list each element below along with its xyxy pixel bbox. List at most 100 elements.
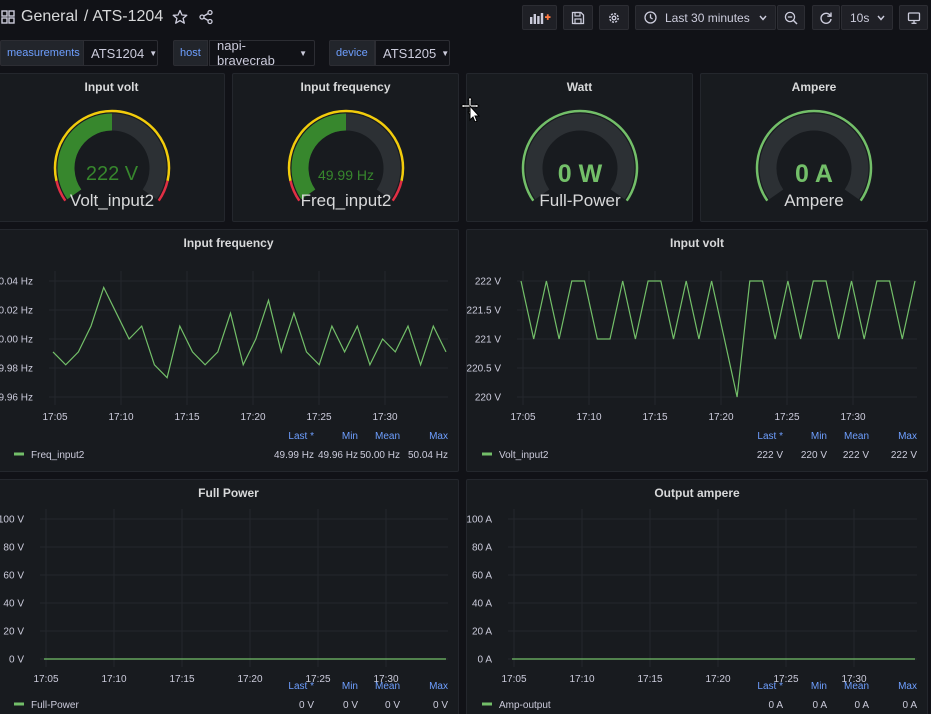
variable-select-device[interactable]: ATS1205 ▼	[375, 40, 450, 66]
y-tick-label: 20 V	[3, 627, 24, 638]
timeseries-panel-full-power[interactable]: Full Power 100 V 80 V 60 V 40 V 20 V 0 V 17:05…	[0, 479, 459, 714]
legend-stat-value: 0 V	[385, 700, 400, 711]
variable-label-host: host	[173, 40, 208, 66]
timeseries-chart: 50.04 Hz 50.02 Hz 50.00 Hz 49.98 Hz 49.96 Hz…	[0, 271, 448, 461]
gauge-panel-input-frequency[interactable]: Input frequency 49.99 Hz Freq_input2	[232, 73, 459, 222]
y-tick-label: 20 A	[472, 627, 492, 638]
x-tick-label: 17:15	[169, 674, 194, 685]
gauge-chart: 0 A Ampere	[755, 109, 873, 210]
legend-header: Last *	[288, 431, 314, 442]
x-tick-label: 17:05	[510, 412, 535, 423]
x-tick-label: 17:15	[642, 412, 667, 423]
move-cursor-icon	[460, 96, 480, 122]
variable-label-measurements: measurements	[0, 40, 87, 66]
gauge-value-text: 0 W	[558, 160, 603, 188]
tv-mode-button[interactable]	[899, 5, 928, 30]
y-tick-label: 100 V	[0, 515, 24, 526]
chevron-down-icon: ▼	[299, 48, 307, 58]
gauge-series-name: Volt_input2	[70, 191, 154, 210]
x-tick-label: 17:10	[101, 674, 126, 685]
legend-header: Mean	[375, 681, 400, 692]
gauge-panel-ampere[interactable]: Ampere 0 A Ampere	[700, 73, 928, 222]
time-picker-button[interactable]: Last 30 minutes	[635, 5, 776, 30]
chevron-down-icon	[877, 15, 885, 21]
variable-value-measurements: ATS1204	[91, 45, 145, 61]
y-tick-label: 0 A	[478, 655, 493, 666]
timeseries-panel-output-ampere[interactable]: Output ampere 100 A 80 A 60 A 40 A 20 A 0 A 17…	[466, 479, 928, 714]
legend-stat-value: 222 V	[843, 450, 869, 461]
dashboard-settings-button[interactable]	[599, 5, 629, 30]
gauge-value-text: 222 V	[86, 163, 139, 185]
legend-stat-value: 50.00 Hz	[360, 450, 400, 461]
timeseries-panel-input-volt[interactable]: Input volt 222 V 221.5 V 221 V 220.5 V 220 V…	[466, 229, 928, 472]
legend-stat-value: 0 A	[769, 700, 784, 711]
gauge-panel-watt[interactable]: Watt 0 W Full-Power	[466, 73, 693, 222]
x-tick-label: 17:20	[237, 674, 262, 685]
apps-grid-icon[interactable]	[1, 10, 15, 24]
x-tick-label: 17:25	[305, 674, 330, 685]
gauge-value-arc	[291, 113, 347, 200]
gauge-track	[759, 113, 869, 200]
gauge-threshold-green	[521, 109, 639, 202]
refresh-interval-label: 10s	[850, 10, 870, 25]
x-tick-label: 17:05	[501, 674, 526, 685]
legend-stat-value: 0 A	[855, 700, 870, 711]
gauge-threshold-red	[55, 180, 67, 202]
variable-select-measurements[interactable]: ATS1204 ▼	[83, 40, 158, 66]
gauge-panel-input-volt[interactable]: Input volt 222 V Volt_input2	[0, 73, 225, 222]
gauge-threshold-red	[289, 180, 301, 202]
refresh-icon	[820, 12, 832, 24]
x-tick-label: 17:30	[373, 674, 398, 685]
zoom-out-icon	[784, 11, 798, 25]
y-tick-label: 220 V	[475, 393, 501, 404]
gauge-threshold-yellow	[287, 109, 405, 182]
x-tick-label: 17:30	[372, 412, 397, 423]
y-tick-label: 100 A	[467, 515, 492, 526]
variable-select-host[interactable]: napi-bravecrab ▼	[209, 38, 315, 68]
y-tick-label: 222 V	[475, 277, 501, 288]
legend-header: Mean	[844, 431, 869, 442]
zoom-out-button[interactable]	[777, 5, 805, 30]
y-tick-label: 49.96 Hz	[0, 393, 33, 404]
legend-header: Min	[342, 681, 358, 692]
time-range-label: Last 30 minutes	[665, 10, 750, 25]
refresh-interval-picker[interactable]: 10s	[841, 5, 893, 30]
timeseries-panel-input-frequency[interactable]: Input frequency 50.04 Hz 50.02 Hz 50.00 Hz…	[0, 229, 459, 472]
y-tick-label: 40 A	[472, 599, 492, 610]
legend-header: Min	[811, 681, 827, 692]
dashboard-title[interactable]: ATS-1204	[92, 8, 164, 25]
legend-stat-value: 0 V	[299, 700, 314, 711]
x-tick-label: 17:10	[569, 674, 594, 685]
y-tick-label: 49.98 Hz	[0, 364, 33, 375]
refresh-button[interactable]	[812, 5, 840, 30]
series-line	[52, 285, 447, 379]
breadcrumb-separator: /	[83, 8, 89, 25]
chevron-down-icon: ▼	[149, 48, 158, 58]
legend-stat-value: 220 V	[801, 450, 827, 461]
breadcrumb-folder[interactable]: General	[21, 8, 78, 25]
panel-title: Ampere	[791, 80, 837, 94]
star-icon[interactable]	[172, 9, 188, 25]
add-panel-icon	[529, 12, 550, 24]
x-tick-label: 17:20	[708, 412, 733, 423]
chevron-down-icon	[759, 15, 767, 21]
timeseries-chart: 100 A 80 A 60 A 40 A 20 A 0 A 17:05 17:10 17:15 1…	[466, 509, 917, 711]
legend-stat-value: 49.96 Hz	[318, 450, 358, 461]
y-tick-label: 50.00 Hz	[0, 335, 33, 346]
y-tick-label: 80 V	[3, 543, 24, 554]
gauge-chart: 222 V Volt_input2	[53, 109, 171, 210]
timeseries-chart: 100 V 80 V 60 V 40 V 20 V 0 V 17:05 17:10 17:15 1…	[0, 509, 448, 711]
x-tick-label: 17:10	[108, 412, 133, 423]
save-dashboard-button[interactable]	[563, 5, 593, 30]
add-panel-button[interactable]	[522, 5, 557, 30]
panel-title: Input frequency	[300, 80, 391, 94]
gauge-threshold-green	[755, 109, 873, 202]
share-icon[interactable]	[198, 9, 214, 25]
legend-series-name: Volt_input2	[499, 450, 549, 461]
legend-header: Mean	[844, 681, 869, 692]
panel-title: Input volt	[84, 80, 139, 94]
x-tick-label: 17:20	[705, 674, 730, 685]
legend-series-name: Full-Power	[31, 700, 79, 711]
top-bar: General / ATS-1204	[0, 0, 931, 34]
save-icon	[571, 11, 585, 24]
